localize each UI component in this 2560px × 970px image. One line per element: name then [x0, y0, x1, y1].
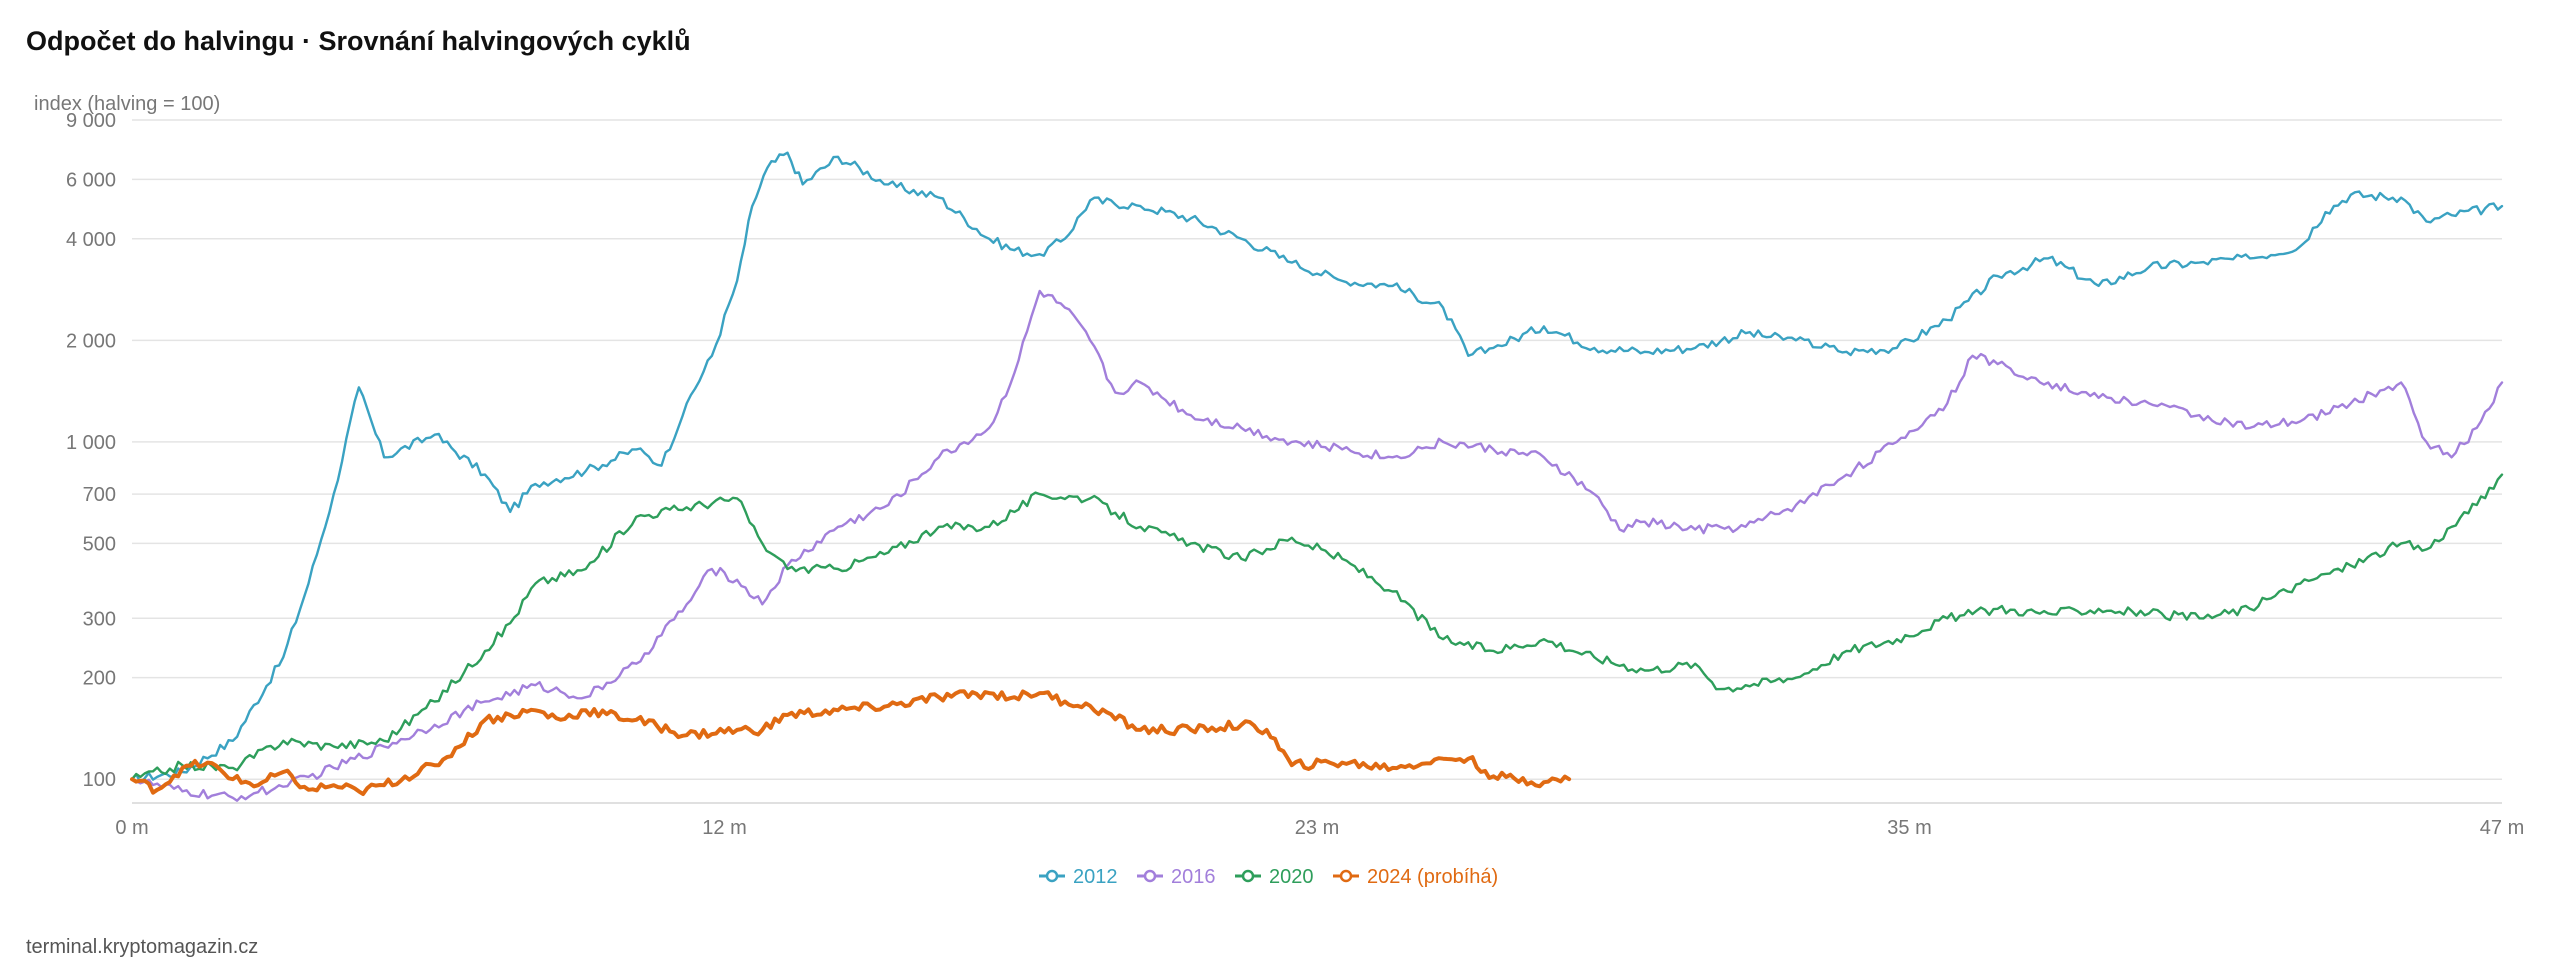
legend-swatch-marker — [1339, 869, 1353, 883]
x-tick-label: 47 m — [2480, 817, 2524, 839]
grid-lines — [132, 119, 2502, 804]
legend-item-2016[interactable]: 2016 — [1137, 866, 1216, 888]
x-tick-label: 12 m — [702, 817, 746, 839]
series-line-2020 — [130, 473, 2504, 781]
legend-label: 2024 (probíhá) — [1367, 866, 1498, 888]
legend-item-2024[interactable]: 2024 (probíhá) — [1333, 866, 1498, 888]
series-line-2012 — [130, 151, 2504, 784]
y-tick-label: 4 000 — [66, 229, 116, 251]
y-tick-label: 200 — [83, 668, 116, 690]
y-tick-label: 2 000 — [66, 330, 116, 352]
series-line-2024 — [130, 689, 1572, 796]
legend-item-2020[interactable]: 2020 — [1235, 866, 1314, 888]
x-tick-label: 0 m — [115, 817, 148, 839]
chart-title: Odpočet do halvingu · Srovnání halvingov… — [26, 26, 691, 56]
x-axis-ticks: 0 m 12 m 23 m 35 m 47 m — [115, 817, 2524, 839]
legend-swatch-marker — [1143, 869, 1157, 883]
x-tick-label: 35 m — [1887, 817, 1931, 839]
series-line-2016 — [130, 289, 2504, 802]
y-axis-label: index (halving = 100) — [34, 93, 220, 115]
legend-swatch-marker — [1241, 869, 1255, 883]
y-tick-label: 300 — [83, 608, 116, 630]
x-tick-label: 23 m — [1295, 817, 1339, 839]
legend-label: 2016 — [1171, 866, 1216, 888]
y-tick-label: 100 — [83, 769, 116, 791]
legend: 2012 2016 2020 2024 (probíhá) — [1039, 866, 1498, 888]
legend-swatch-marker — [1045, 869, 1059, 883]
legend-item-2012[interactable]: 2012 — [1039, 866, 1118, 888]
legend-label: 2012 — [1073, 866, 1118, 888]
y-tick-label: 9 000 — [66, 110, 116, 132]
y-tick-label: 1 000 — [66, 432, 116, 454]
y-tick-label: 6 000 — [66, 169, 116, 191]
legend-label: 2020 — [1269, 866, 1314, 888]
y-tick-label: 500 — [83, 533, 116, 555]
y-axis-ticks: 9 000 6 000 4 000 2 000 1 000 700 500 300 200 100 — [66, 110, 116, 791]
series-lines — [130, 151, 2504, 802]
source-footer: terminal.kryptomagazin.cz — [26, 936, 259, 958]
y-tick-label: 700 — [83, 484, 116, 506]
